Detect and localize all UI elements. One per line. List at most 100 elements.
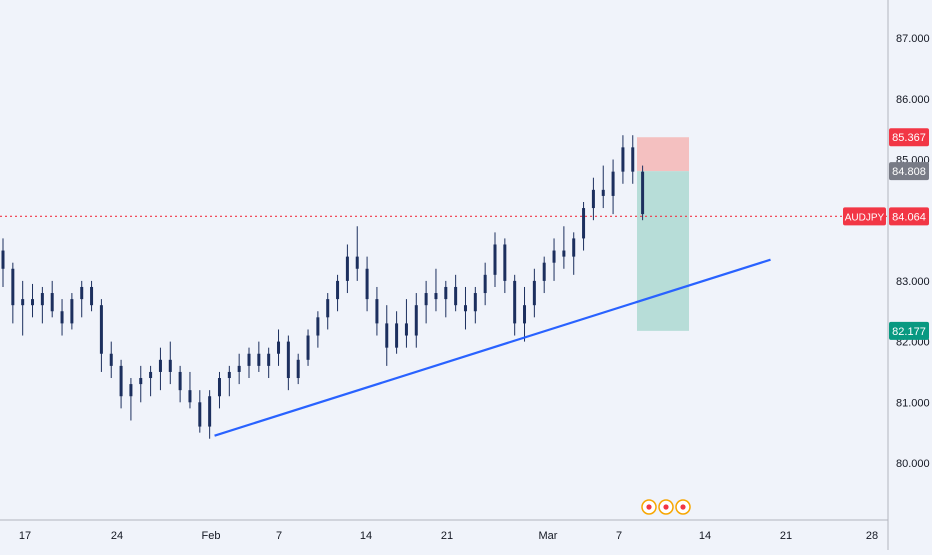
y-tick-label: 83.000 [896,276,930,288]
candle-body[interactable] [611,171,615,196]
y-tick-label: 80.000 [896,458,930,470]
candle-body[interactable] [31,299,35,306]
candle-body[interactable] [562,250,566,257]
price-badge-label: 84.808 [892,166,926,178]
candle-body[interactable] [306,335,310,360]
candle-body[interactable] [336,280,340,300]
stop-loss-zone[interactable] [637,137,689,172]
candle-body[interactable] [237,365,241,372]
candle-body[interactable] [11,268,15,306]
candle-body[interactable] [60,311,64,324]
candle-body[interactable] [404,323,408,336]
candle-body[interactable] [424,293,428,306]
candle-body[interactable] [158,359,162,372]
candle-body[interactable] [631,147,635,172]
candle-body[interactable] [198,402,202,427]
candle-body[interactable] [99,305,103,354]
time-axis[interactable]: 17 24 Feb 7 14 21 Mar 7 14 21 28 [19,530,878,542]
trendline[interactable] [214,258,771,437]
candle-body[interactable] [70,299,74,324]
symbol-badge-label: AUDJPY [845,212,885,223]
candle-body[interactable] [532,280,536,306]
candle-body[interactable] [1,250,5,269]
candle-body[interactable] [503,244,507,281]
price-axis[interactable]: 80.00081.00082.00083.00085.00086.00087.0… [896,33,930,470]
candle-body[interactable] [129,384,133,397]
x-tick-label: 21 [780,530,792,542]
candle-body[interactable] [582,208,586,239]
candle-body[interactable] [80,286,84,300]
candle-body[interactable] [50,293,54,312]
candle-body[interactable] [168,359,172,372]
candle-body[interactable] [483,274,487,294]
plot-area[interactable] [0,0,888,520]
event-marker-dot [663,504,669,510]
candle-body[interactable] [641,171,645,215]
candle-body[interactable] [385,323,389,348]
candle-body[interactable] [463,305,467,312]
price-badge[interactable] [889,207,929,226]
candle-body[interactable] [286,341,290,379]
x-tick-label: 21 [441,530,453,542]
candle-body[interactable] [21,299,25,306]
symbol-badge[interactable] [843,207,886,226]
candle-body[interactable] [326,299,330,318]
candle-body[interactable] [277,341,281,354]
candle-body[interactable] [513,280,517,324]
x-tick-label: 28 [866,530,878,542]
candle-body[interactable] [444,286,448,300]
candle-body[interactable] [139,378,143,385]
price-badge[interactable] [889,128,929,147]
candle-body[interactable] [119,365,123,397]
x-tick-label: 17 [19,530,31,542]
x-tick-label: Mar [539,530,558,542]
price-badge-label: 85.367 [892,132,926,144]
candle-body[interactable] [149,371,153,379]
candle-body[interactable] [493,244,497,275]
candle-body[interactable] [542,262,546,281]
price-badge[interactable] [889,162,929,181]
candle-body[interactable] [375,299,379,324]
candle-body[interactable] [473,293,477,312]
candle-body[interactable] [414,305,418,336]
event-marker-dot [680,504,686,510]
candle-body[interactable] [109,353,113,366]
y-tick-label: 87.000 [896,33,930,45]
candle-body[interactable] [90,286,94,306]
candle-body[interactable] [601,189,605,196]
price-badge-label: 84.064 [892,211,926,223]
candle-body[interactable] [621,147,625,172]
candle-body[interactable] [208,396,212,427]
price-badge-label: 82.177 [892,326,926,338]
x-tick-label: Feb [202,530,221,542]
candle-body[interactable] [178,371,182,391]
candle-body[interactable] [40,293,44,306]
candle-body[interactable] [296,359,300,379]
x-tick-label: 14 [360,530,372,542]
x-tick-label: 14 [699,530,711,542]
candle-body[interactable] [247,353,251,366]
candle-body[interactable] [454,286,458,306]
x-tick-label: 7 [276,530,282,542]
candle-body[interactable] [188,390,192,403]
take-profit-zone[interactable] [637,171,689,331]
candle-body[interactable] [355,256,359,269]
candle-body[interactable] [395,323,399,348]
candle-body[interactable] [572,238,576,257]
candle-body[interactable] [345,256,349,281]
candle-body[interactable] [552,250,556,263]
candle-body[interactable] [227,371,231,379]
y-tick-label: 86.000 [896,94,930,106]
candle-body[interactable] [434,293,438,300]
candle-body[interactable] [257,353,261,366]
candle-body[interactable] [591,189,595,209]
event-marker-dot [646,504,652,510]
candle-body[interactable] [365,268,369,300]
candle-body[interactable] [217,378,221,397]
candle-body[interactable] [523,305,527,324]
price-badge[interactable] [889,321,929,340]
candle-body[interactable] [267,353,271,366]
candle-body[interactable] [316,317,320,336]
